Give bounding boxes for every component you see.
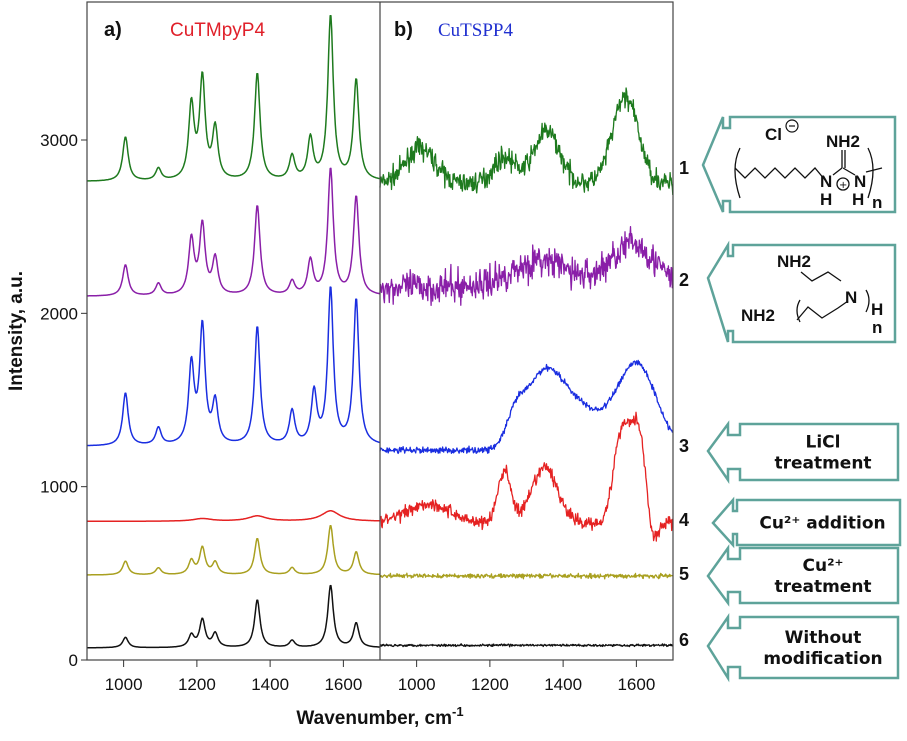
- chem-n: N: [845, 288, 857, 307]
- callout-text-3: treatment: [774, 454, 871, 474]
- spectrum-a-4: [86, 510, 381, 523]
- spectrum-b-5: [379, 572, 674, 580]
- x-axis-label-main: Wavenumber, cm: [296, 708, 452, 729]
- spectrum-a-5: [86, 524, 381, 576]
- x-tick-label: 1200: [471, 675, 509, 694]
- x-tick-label: 1600: [324, 675, 362, 694]
- series-number-5: 5: [679, 564, 689, 584]
- y-tick-label: 3000: [40, 131, 78, 150]
- x-axis-label: Wavenumber, cm-1: [296, 704, 463, 729]
- spectrum-b-3: [379, 359, 674, 455]
- callout-box-5: [706, 544, 900, 607]
- chem-nh2-top: NH2: [777, 252, 811, 271]
- spectrum-a-6: [86, 584, 381, 649]
- series-number-2: 2: [679, 270, 689, 290]
- series-number-4: 4: [679, 510, 689, 530]
- callout-box-6: [706, 612, 900, 683]
- x-tick-label: 1600: [617, 675, 655, 694]
- chem-h1: H: [820, 190, 832, 209]
- chem-n1: N: [820, 172, 832, 191]
- spectrum-a-1: [86, 14, 381, 182]
- chem-nh2: NH2: [826, 132, 860, 151]
- chem-h2: H: [852, 190, 864, 209]
- callout-box-2: [706, 240, 897, 344]
- x-axis-label-sup: -1: [452, 704, 464, 719]
- spectrum-b-2: [379, 225, 674, 307]
- chem-cl: Cl: [765, 125, 782, 144]
- bracket-left: [734, 147, 741, 199]
- chem-n2: N: [854, 172, 866, 191]
- spectrum-b-1: [379, 87, 674, 195]
- chem-n-sub: n: [872, 318, 882, 337]
- callout-text-5: Cu²⁺: [803, 556, 844, 576]
- callout-text-5: treatment: [774, 577, 871, 597]
- structure-phmg: [734, 147, 883, 199]
- svg-text:+: +: [839, 180, 847, 191]
- y-tick-label: 0: [69, 651, 78, 670]
- x-tick-label: 1400: [251, 675, 289, 694]
- alkyl-chain: [734, 167, 826, 181]
- callout-text-3: LiCl: [806, 433, 841, 453]
- x-tick-label: 1200: [178, 675, 216, 694]
- callout-text-4: Cu²⁺ addition: [759, 514, 885, 534]
- structure-pei: [796, 271, 870, 323]
- x-tick-label: 1400: [544, 675, 582, 694]
- panel-b-label: b): [394, 19, 413, 41]
- y-tick-label: 2000: [40, 304, 78, 323]
- series-number-6: 6: [679, 630, 689, 650]
- x-tick-label: 1000: [105, 675, 143, 694]
- callout-box-1: [701, 115, 897, 214]
- panel-a-title: CuTMpyP4: [170, 20, 265, 41]
- callout-text-6: Without: [785, 628, 862, 648]
- callout-text-6: modification: [763, 649, 882, 669]
- spectrum-b-4: [379, 411, 674, 542]
- chem-h: H: [871, 300, 883, 319]
- x-tick-label: 1000: [398, 675, 436, 694]
- callout-box-3: [706, 420, 900, 485]
- spectrum-b-6: [379, 643, 674, 648]
- callout-box-4: [711, 496, 902, 549]
- spectrum-a-3: [86, 286, 381, 447]
- y-axis-label: Intensity, a.u.: [6, 271, 27, 391]
- series-number-1: 1: [679, 158, 689, 178]
- panel-b-title: CuTSPP4: [438, 20, 513, 41]
- series-number-3: 3: [679, 436, 689, 456]
- chem-nh2-left: NH2: [741, 306, 775, 325]
- panel-a-label: a): [104, 19, 122, 41]
- chem-n-sub: n: [872, 193, 882, 212]
- y-tick-label: 1000: [40, 478, 78, 497]
- spectrum-a-2: [86, 167, 381, 297]
